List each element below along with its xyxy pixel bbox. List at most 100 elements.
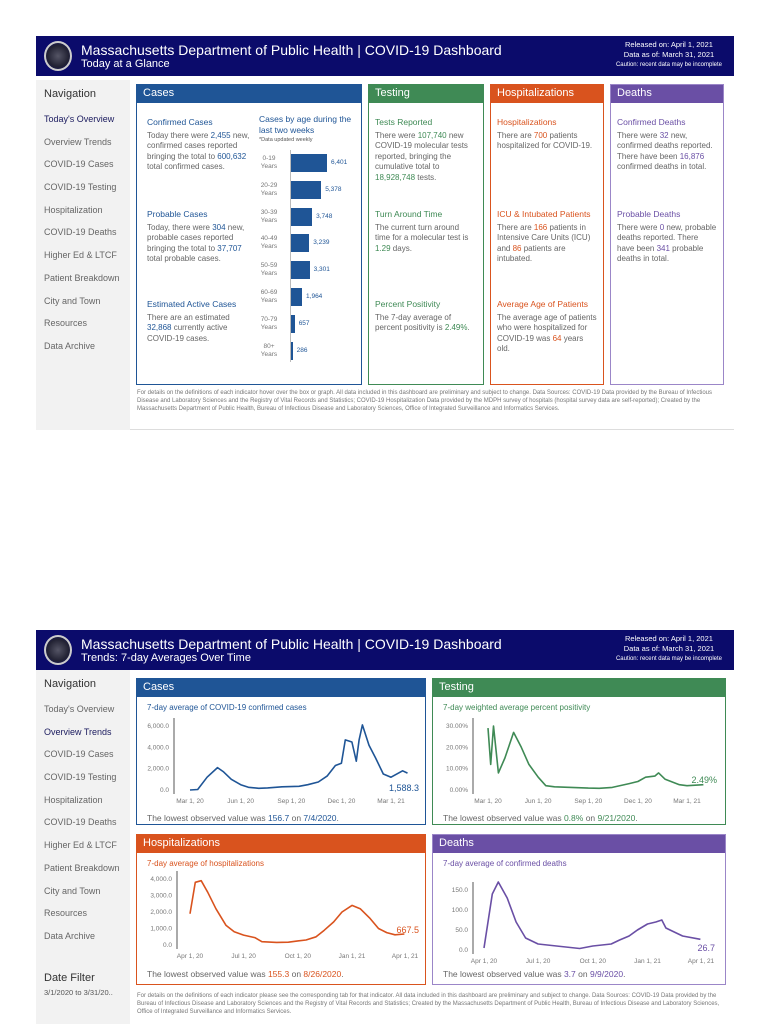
nav-item-data-archive[interactable]: Data Archive [44,930,96,941]
nav-item-today-s-overview[interactable]: Today's Overview [44,114,115,124]
navigation-sidebar: Navigation Today's Overview Overview Tren… [36,80,130,430]
last-value-label: 2.49% [691,775,717,785]
cases-series-line[interactable] [189,724,408,791]
age-bar[interactable] [291,234,310,253]
age-bar[interactable] [291,154,327,172]
text-fragment: There are [497,130,534,140]
deaths-panel[interactable]: Deaths Confirmed Deaths There were 32 ne… [610,84,724,385]
x-tick-label: Jun 1, 20 [525,798,552,805]
text-fragment: 80+ [263,342,275,350]
lowest-value-summary: The lowest observed value was 156.7 on 7… [147,813,339,823]
nav-item-higher-ed-ltcf[interactable]: Higher Ed & LTCF [44,250,117,261]
age-bar[interactable] [291,341,293,360]
text-fragment: Today, there were [147,222,213,232]
testing-panel[interactable]: Testing Tests Reported There were 107,74… [368,84,484,385]
age-chart-title: Cases by age during the last two weeks [259,114,352,135]
lowest-value: 155.3 [267,969,290,979]
confirmed-cases-section: Confirmed Cases Today there were 2,455 n… [147,117,252,173]
section-title: Hospitalizations [497,117,557,127]
text-fragment: 18,928,748 [375,172,416,182]
text-fragment: 70-79 [260,315,278,323]
nav-item-data-archive[interactable]: Data Archive [44,340,96,351]
text-fragment: . [467,323,470,332]
x-tick-label: Apr 1, 21 [392,953,419,960]
nav-item-patient-breakdown[interactable]: Patient Breakdown [44,862,120,873]
text-fragment: There were [617,222,660,232]
text-fragment: 2.49% [444,323,468,332]
nav-item-overview-trends[interactable]: Overview Trends [44,726,112,737]
hospitalizations-series-line[interactable] [189,879,405,944]
nav-item-overview-trends[interactable]: Overview Trends [44,136,112,147]
cases-panel[interactable]: Cases Confirmed Cases Today there were 2… [136,84,362,385]
nav-item-today-s-overview[interactable]: Today's Overview [44,704,115,714]
testing-panel-header: Testing [433,679,725,697]
age-bar[interactable] [291,261,310,280]
text-fragment: 0-19 [262,155,276,162]
nav-item-covid-19-testing[interactable]: COVID-19 Testing [44,182,117,193]
text-fragment: 60-69 [260,289,278,296]
nav-item-hospitalization[interactable]: Hospitalization [44,794,103,805]
testing-series-line[interactable] [487,725,704,790]
y-tick-label: 6,000.0 [147,723,169,730]
nav-item-city-and-town[interactable]: City and Town [44,885,101,896]
released-date: Released on: April 1, 2021 [624,634,713,643]
text-fragment: on [289,969,304,979]
text-fragment: Today there were [147,130,211,140]
release-info: Released on: April 1, 2021 Data as of: M… [616,634,722,664]
y-tick-label: 30.00% [446,723,468,730]
lowest-value: 3.7 [563,969,576,979]
hospitalizations-panel[interactable]: Hospitalizations Hospitalizations There … [490,84,604,385]
nav-item-hospitalization[interactable]: Hospitalization [44,204,103,215]
testing-trend-panel[interactable]: Testing 7-day weighted average percent po… [432,678,726,825]
nav-item-resources[interactable]: Resources [44,908,88,919]
date-filter-input[interactable]: 3/1/2020 to 3/31/20.. [44,988,113,997]
age-group-label: 30-39 Years [254,209,284,225]
testing-line-chart[interactable]: 0.00% 10.00% 20.00% 30.00% Mar 1, 20 Jun 1, 2… [433,679,725,824]
nav-item-covid-19-testing[interactable]: COVID-19 Testing [44,772,117,783]
total-confirmed-cases: 600,632 [217,151,247,161]
deaths-trend-panel[interactable]: Deaths 7-day average of confirmed deaths T… [432,834,726,985]
age-group-label: 80+ Years [254,343,284,359]
x-tick-label: Jul 1, 20 [231,953,256,960]
section-title: Confirmed Deaths [617,117,686,127]
text-fragment: on [575,969,590,979]
navigation-heading: Navigation [44,678,96,690]
y-tick-label: 0.00% [450,787,469,794]
text-fragment: 16,876 [679,151,705,161]
text-fragment: 86 [512,243,522,253]
hospitalizations-trend-panel[interactable]: Hospitalizations 7-day average of hospita… [136,834,426,985]
lowest-date: 9/21/2020 [597,813,636,823]
new-confirmed-cases: 2,455 [210,130,231,140]
age-bar[interactable] [291,180,322,199]
header-title: Massachusetts Department of Public Healt… [81,42,502,58]
last-value-label: 1,588.3 [389,783,419,793]
y-tick-label: 0.0 [160,787,169,794]
text-fragment: Years [260,297,278,304]
nav-item-resources[interactable]: Resources [44,318,88,329]
y-tick-label: 3,000.0 [150,893,172,900]
active-cases-value: 32,868 [147,323,172,332]
y-tick-label: 1,000.0 [150,926,172,933]
nav-item-city-and-town[interactable]: City and Town [44,295,101,306]
deaths-series-line[interactable] [483,881,701,950]
hospitalizations-line-chart[interactable]: 0.0 1,000.0 2,000.0 3,000.0 4,000.0 Apr 1, 20… [137,835,425,984]
nav-item-covid-19-deaths[interactable]: COVID-19 Deaths [44,817,117,828]
nav-item-patient-breakdown[interactable]: Patient Breakdown [44,272,120,283]
last-value-label: 26.7 [697,943,715,953]
confirmed-deaths-section: Confirmed Deaths There were 32 new, conf… [617,117,717,173]
cases-line-chart[interactable]: 0.0 2,000.0 4,000.0 6,000.0 Mar 1, 20 Jun 1, … [137,679,425,824]
text-fragment: 1.29 [375,243,391,253]
y-tick-label: 0.0 [459,947,468,954]
text-fragment: currently active COVID-19 cases. [147,323,228,343]
nav-item-higher-ed-ltcf[interactable]: Higher Ed & LTCF [44,840,117,851]
nav-item-covid-19-cases[interactable]: COVID-19 Cases [44,159,114,170]
cases-trend-panel[interactable]: Cases 7-day average of COVID-19 confirmed… [136,678,426,825]
age-bar[interactable] [291,207,313,226]
age-bar[interactable] [291,314,295,333]
age-bar[interactable] [291,288,303,306]
deaths-line-chart[interactable]: 0.0 50.0 100.0 150.0 Apr 1, 20 Jul 1, 20 Oct 1… [433,835,725,984]
nav-item-covid-19-deaths[interactable]: COVID-19 Deaths [44,227,117,238]
cases-panel-header: Cases [137,679,425,697]
nav-item-covid-19-cases[interactable]: COVID-19 Cases [44,749,114,760]
section-title: Turn Around Time [375,209,443,219]
